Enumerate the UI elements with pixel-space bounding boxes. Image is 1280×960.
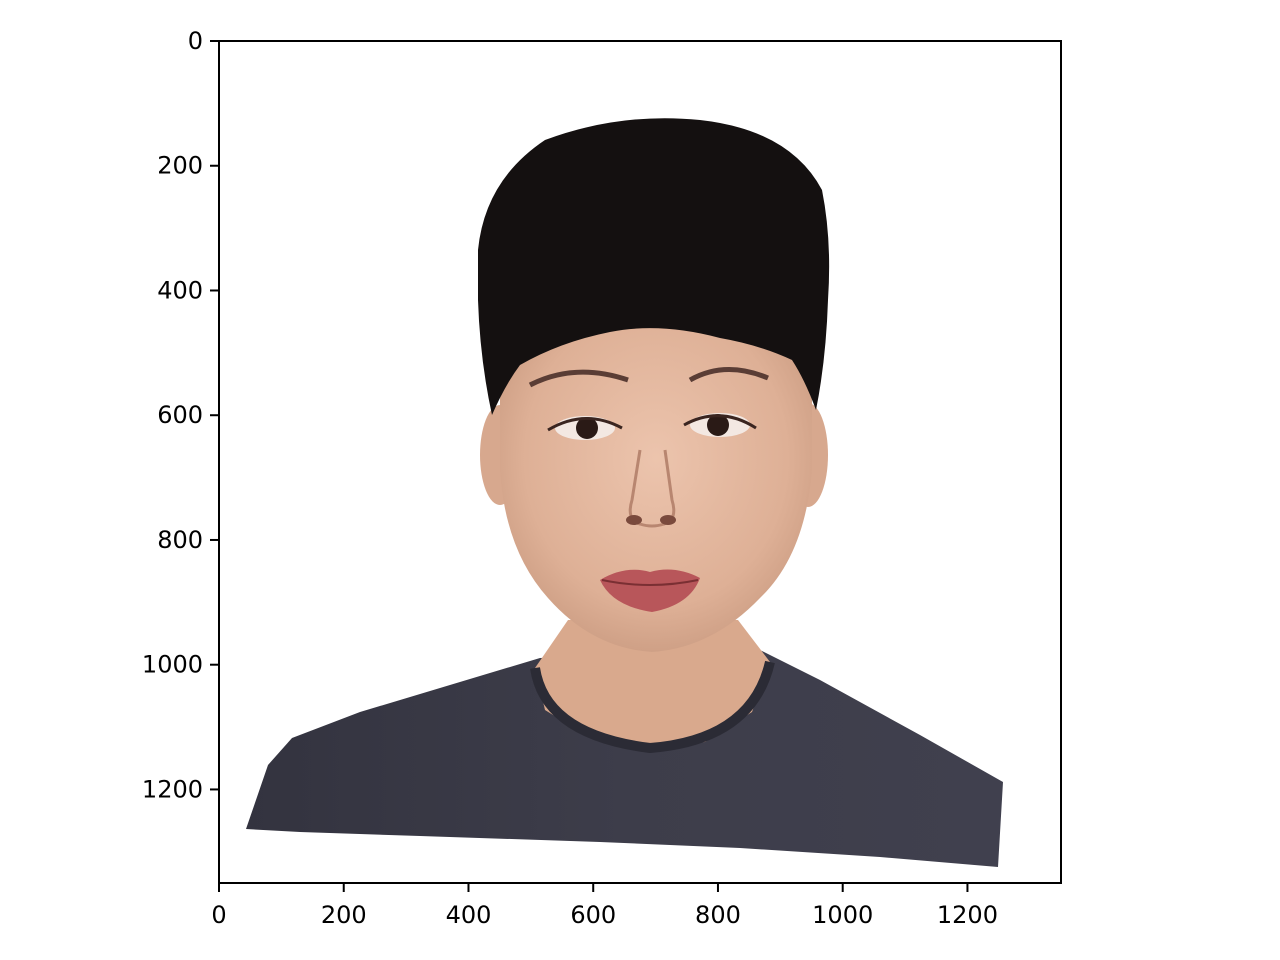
y-tick-label: 600 xyxy=(157,401,203,429)
x-tick-label: 800 xyxy=(695,901,741,929)
axes-frame xyxy=(218,40,1062,884)
nose xyxy=(628,449,676,528)
x-tick-label: 1200 xyxy=(937,901,998,929)
y-tick-label: 800 xyxy=(157,526,203,554)
x-tick-label: 200 xyxy=(321,901,367,929)
neck xyxy=(535,620,770,748)
shirt xyxy=(246,650,1003,867)
y-tick-label: 1200 xyxy=(142,775,203,803)
y-tick-label: 0 xyxy=(188,27,203,55)
x-tick-label: 600 xyxy=(570,901,616,929)
hair xyxy=(478,118,830,415)
x-tick-label: 400 xyxy=(446,901,492,929)
right-eyebrow xyxy=(688,367,769,383)
face xyxy=(500,300,812,652)
left-eyebrow xyxy=(528,369,629,388)
y-tick-label: 200 xyxy=(157,152,203,180)
y-tick-label: 1000 xyxy=(142,651,203,679)
lips xyxy=(600,569,700,612)
x-axis: 0 200 400 600 800 1000 1200 xyxy=(211,883,998,929)
x-tick-label: 0 xyxy=(211,901,226,929)
portrait-image xyxy=(246,118,1003,867)
y-axis: 0 200 400 600 800 1000 1200 xyxy=(142,27,219,803)
y-tick-label: 400 xyxy=(157,276,203,304)
x-tick-label: 1000 xyxy=(812,901,873,929)
